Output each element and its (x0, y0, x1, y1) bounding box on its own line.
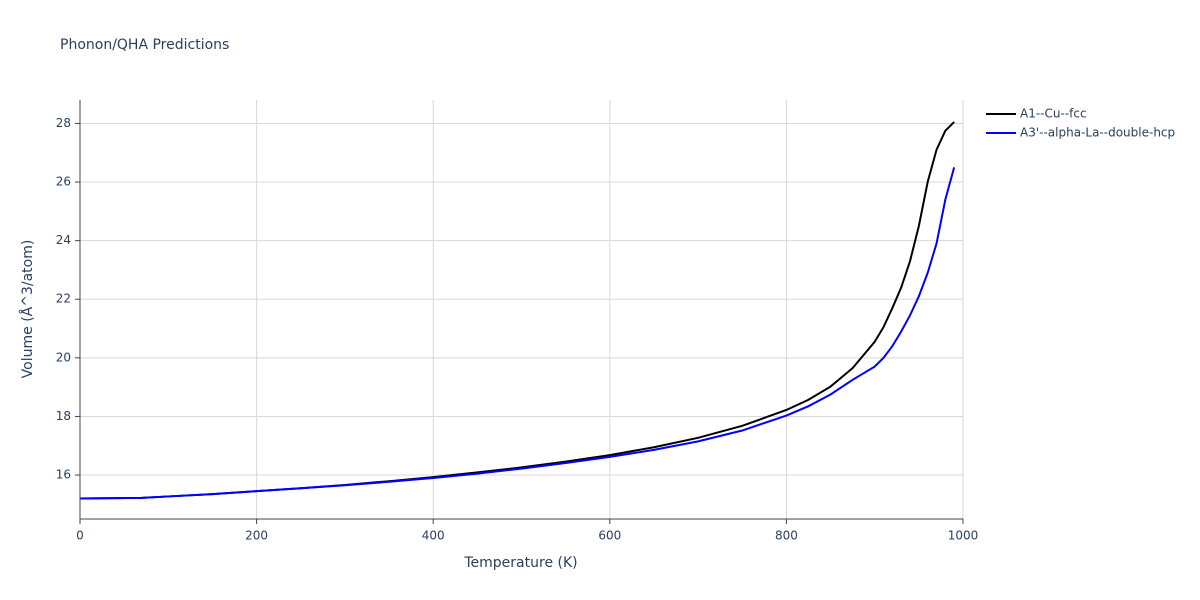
y-tick-label: 16 (56, 468, 71, 482)
y-tick-label: 20 (56, 350, 71, 364)
y-tick-label: 24 (56, 233, 71, 247)
x-tick-label: 1000 (948, 529, 979, 543)
grid (79, 100, 964, 519)
x-tick-label: 0 (76, 529, 84, 543)
plot-area (79, 121, 956, 500)
x-tick-label: 200 (245, 529, 268, 543)
x-tick-label: 600 (598, 529, 621, 543)
legend-label: A1--Cu--fcc (1020, 107, 1087, 121)
x-tick-label: 400 (422, 529, 445, 543)
y-tick-label: 22 (56, 292, 71, 306)
y-tick-label: 28 (56, 116, 71, 130)
legend-label: A3'--alpha-La--double-hcp (1020, 126, 1175, 140)
line-series (79, 121, 955, 500)
chart-title: Phonon/QHA Predictions (60, 37, 229, 53)
x-tick-label: 800 (775, 529, 798, 543)
x-axis-title: Temperature (K) (463, 555, 577, 571)
y-axis-title: Volume (Å^3/atom) (19, 240, 36, 379)
y-tick-label: 26 (56, 175, 71, 189)
line-series (79, 167, 956, 500)
y-tick-label: 18 (56, 409, 71, 423)
